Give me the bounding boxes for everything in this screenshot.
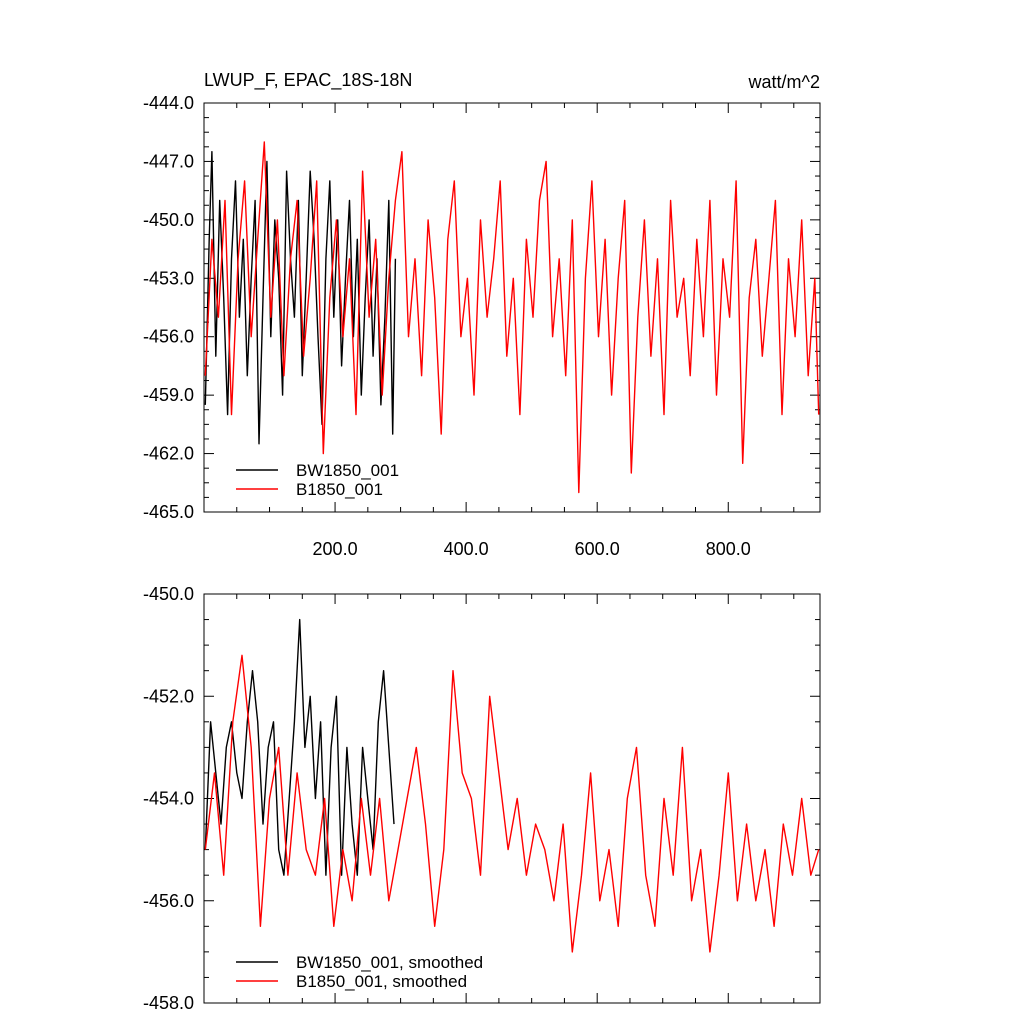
- x-tick-label: 200.0: [313, 539, 358, 559]
- y-tick-label: -447.0: [143, 151, 194, 171]
- y-tick-label: -450.0: [143, 584, 194, 604]
- y-tick-label: -462.0: [143, 444, 194, 464]
- y-tick-label: -452.0: [143, 686, 194, 706]
- legend-label: BW1850_001, smoothed: [296, 953, 483, 972]
- top-chart-title: LWUP_F, EPAC_18S-18N: [204, 70, 412, 91]
- y-tick-label: -444.0: [143, 93, 194, 113]
- legend-label: BW1850_001: [296, 461, 399, 480]
- y-tick-label: -454.0: [143, 789, 194, 809]
- legend-label: B1850_001, smoothed: [296, 972, 467, 991]
- top-axes: -444.0 -447.0 -450.0 -453.0 -456.0 -459.0 -462…: [143, 93, 820, 559]
- y-tick-label: -459.0: [143, 385, 194, 405]
- top-series-group: [204, 141, 820, 494]
- y-tick-label: -458.0: [143, 993, 194, 1013]
- y-tick-label: -453.0: [143, 268, 194, 288]
- legend-label: B1850_001: [296, 480, 383, 499]
- y-tick-label: -450.0: [143, 210, 194, 230]
- bottom-plot-frame: [203, 593, 821, 1004]
- y-tick-label: -456.0: [143, 327, 194, 347]
- series-line-b1850: [204, 141, 820, 494]
- y-tick-label: -465.0: [143, 502, 194, 522]
- bottom-series-group: [204, 618, 820, 953]
- series-line-bw1850: [204, 150, 397, 445]
- bottom-axes: -450.0 -452.0 -454.0 -456.0 -458.0: [143, 584, 820, 1013]
- x-tick-label: 800.0: [706, 539, 751, 559]
- series-line-b1850: [204, 654, 820, 953]
- top-plot-frame: [203, 102, 821, 513]
- series-line-bw1850: [204, 618, 395, 876]
- y-tick-label: -456.0: [143, 891, 194, 911]
- x-tick-label: 600.0: [575, 539, 620, 559]
- top-panel: LWUP_F, EPAC_18S-18N watt/m^2 -444.0 -447…: [143, 70, 821, 559]
- top-chart-units: watt/m^2: [748, 72, 820, 92]
- bottom-panel: -450.0 -452.0 -454.0 -456.0 -458.0 BW1850_00…: [143, 584, 821, 1013]
- x-tick-label: 400.0: [444, 539, 489, 559]
